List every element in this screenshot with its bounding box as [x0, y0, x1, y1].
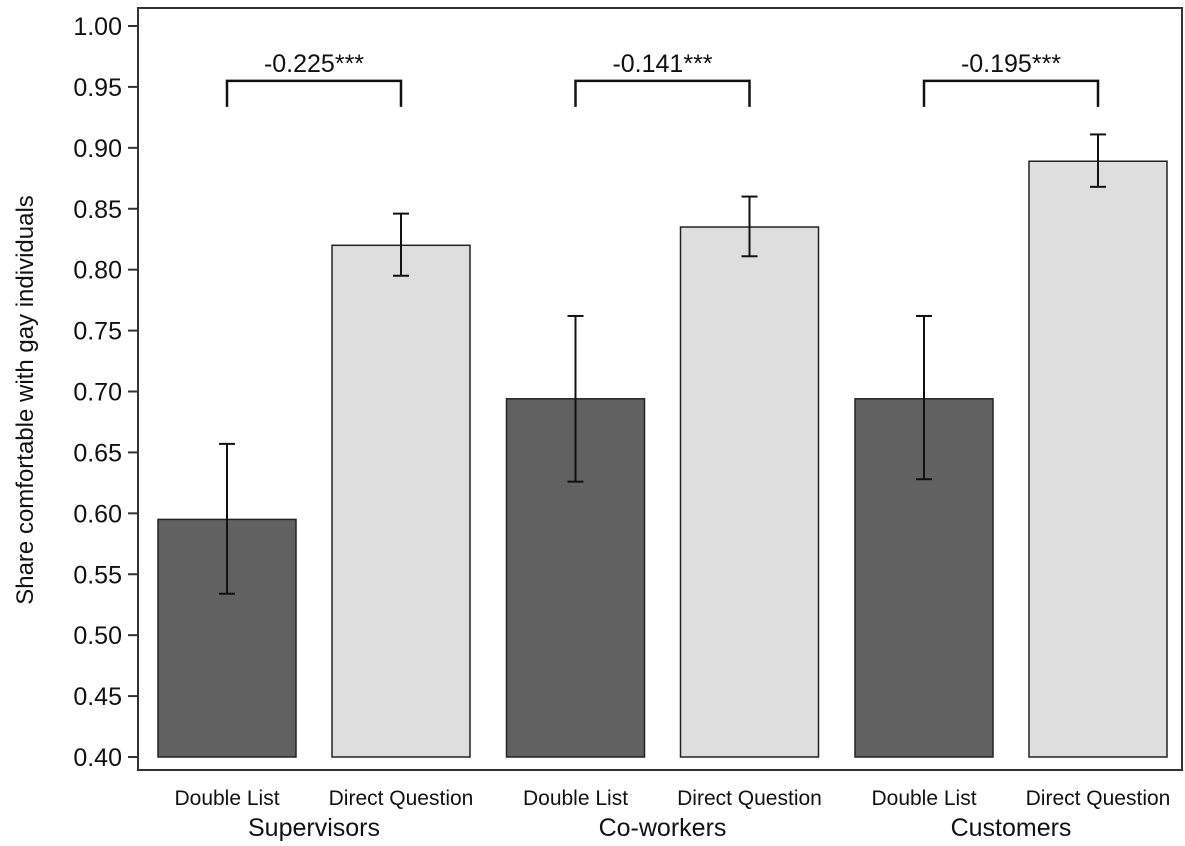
y-tick-label-5: 0.65 — [73, 439, 122, 467]
category-label-0-1: Direct Question — [329, 787, 474, 810]
difference-label-2: -0.195*** — [961, 50, 1061, 78]
y-tick-label-2: 0.50 — [73, 622, 122, 650]
difference-brackets: -0.225*** -0.141*** -0.195*** — [225, 50, 1100, 107]
y-tick-label-8: 0.80 — [73, 257, 122, 285]
category-label-0-0: Double List — [174, 787, 279, 810]
bar-1-1 — [679, 226, 820, 758]
error-bar-2-0 — [916, 314, 932, 481]
category-label-1-1: Direct Question — [677, 787, 822, 810]
y-tick-label-3: 0.55 — [73, 561, 122, 589]
y-tick-label-12: 1.00 — [73, 13, 122, 41]
y-tick-label-4: 0.60 — [73, 500, 122, 528]
group-label-1: Co-workers — [599, 814, 727, 842]
difference-bracket-0: -0.225*** — [225, 50, 403, 107]
error-bar-0-0 — [219, 442, 235, 595]
bar-0-1 — [331, 244, 471, 758]
y-tick-label-11: 0.95 — [73, 74, 122, 102]
bracket-line — [574, 79, 751, 107]
bracket-line — [225, 79, 403, 107]
error-bar-0-1 — [393, 212, 409, 277]
y-tick-label-1: 0.45 — [73, 683, 122, 711]
category-label-2-1: Direct Question — [1026, 787, 1171, 810]
group-label-2: Customers — [951, 814, 1072, 842]
bar-1-0 — [505, 398, 646, 758]
x-axis-labels: Double List Direct Question Supervisors Dou… — [174, 787, 1170, 842]
bar-2-1 — [1028, 160, 1168, 758]
category-label-1-0: Double List — [523, 787, 628, 810]
difference-label-1: -0.141*** — [612, 50, 712, 78]
difference-bracket-1: -0.141*** — [574, 50, 751, 107]
category-label-2-0: Double List — [871, 787, 976, 810]
y-tick-label-9: 0.85 — [73, 196, 122, 224]
y-axis: 0.40 0.45 0.50 0.55 0.60 0.65 0.70 0.75 0.80 0.85… — [73, 13, 138, 772]
difference-bracket-2: -0.195*** — [922, 50, 1100, 107]
y-tick-label-7: 0.75 — [73, 318, 122, 346]
bars — [157, 160, 1168, 758]
bracket-line — [922, 79, 1100, 107]
group-label-0: Supervisors — [248, 814, 380, 842]
difference-label-0: -0.225*** — [264, 50, 364, 78]
error-bars — [219, 133, 1106, 595]
error-bar-1-0 — [567, 314, 584, 483]
y-tick-label-0: 0.40 — [73, 744, 122, 772]
y-tick-label-6: 0.70 — [73, 379, 122, 407]
error-bar-1-1 — [741, 195, 758, 258]
error-bar-2-1 — [1090, 133, 1106, 188]
plot-frame — [137, 7, 1183, 771]
y-tick-label-10: 0.90 — [73, 135, 122, 163]
y-axis-label: Share comfortable with gay individuals — [12, 195, 39, 605]
